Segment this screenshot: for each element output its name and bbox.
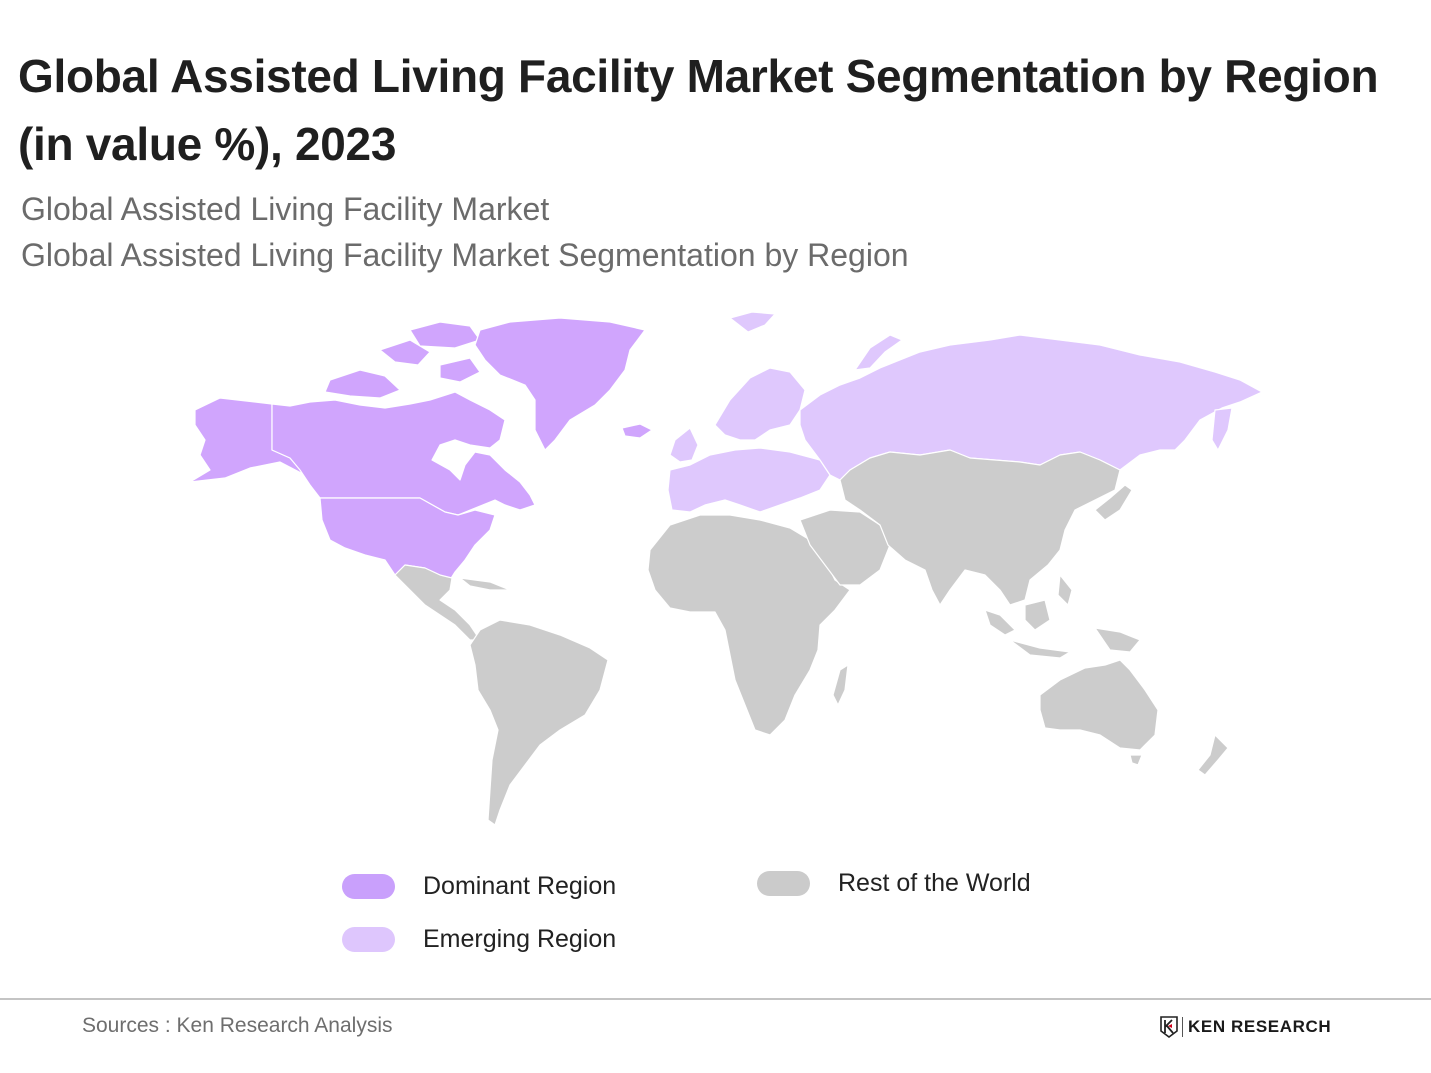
- kamchatka: [1211, 407, 1233, 451]
- ken-research-shield-icon: [1160, 1016, 1178, 1038]
- canada: [271, 391, 536, 516]
- australia: [1039, 659, 1159, 751]
- africa: [647, 514, 851, 736]
- subtitle-segmentation: Global Assisted Living Facility Market S…: [21, 237, 909, 273]
- uk-ireland: [669, 427, 699, 463]
- new-zealand: [1197, 734, 1229, 776]
- region-north-america: [189, 317, 653, 581]
- svalbard: [729, 311, 776, 333]
- legend-rest-of-world: Rest of the World: [757, 869, 1031, 898]
- madagascar: [832, 664, 849, 706]
- legend-emerging-region: Emerging Region: [342, 925, 616, 954]
- footer-divider: [0, 998, 1431, 1000]
- source-note: Sources : Ken Research Analysis: [82, 1014, 393, 1037]
- subtitle-market: Global Assisted Living Facility Market: [21, 191, 550, 227]
- asia: [839, 449, 1121, 606]
- western-europe: [667, 447, 831, 513]
- logo-separator: [1182, 1017, 1183, 1037]
- legend-dominant-region: Dominant Region: [342, 872, 616, 901]
- middle-east: [799, 509, 891, 586]
- southeast-asia-islands: [984, 574, 1141, 659]
- greenland: [474, 317, 646, 451]
- legend-label: Rest of the World: [838, 869, 1031, 897]
- emerging-swatch: [342, 927, 395, 952]
- region-rest-of-world: [394, 449, 1229, 826]
- caribbean: [459, 577, 511, 591]
- ken-research-logo: KEN RESEARCH: [1160, 1016, 1331, 1038]
- legend-label: Dominant Region: [423, 872, 617, 900]
- iceland: [621, 423, 653, 439]
- novaya-zemlya: [854, 334, 903, 371]
- brand-name: KEN RESEARCH: [1188, 1017, 1332, 1036]
- japan: [1094, 484, 1133, 521]
- tasmania: [1129, 754, 1143, 766]
- mexico-central-america: [394, 564, 481, 641]
- south-america: [469, 619, 609, 826]
- dominant-swatch: [342, 874, 395, 899]
- region-europe-russia: [667, 311, 1263, 513]
- scandinavia: [714, 367, 806, 441]
- canadian-arctic: [324, 321, 481, 399]
- legend-label: Emerging Region: [423, 925, 617, 953]
- page-title: Global Assisted Living Facility Market S…: [18, 50, 1379, 170]
- world-map: [189, 311, 1263, 826]
- rest-swatch: [757, 871, 810, 896]
